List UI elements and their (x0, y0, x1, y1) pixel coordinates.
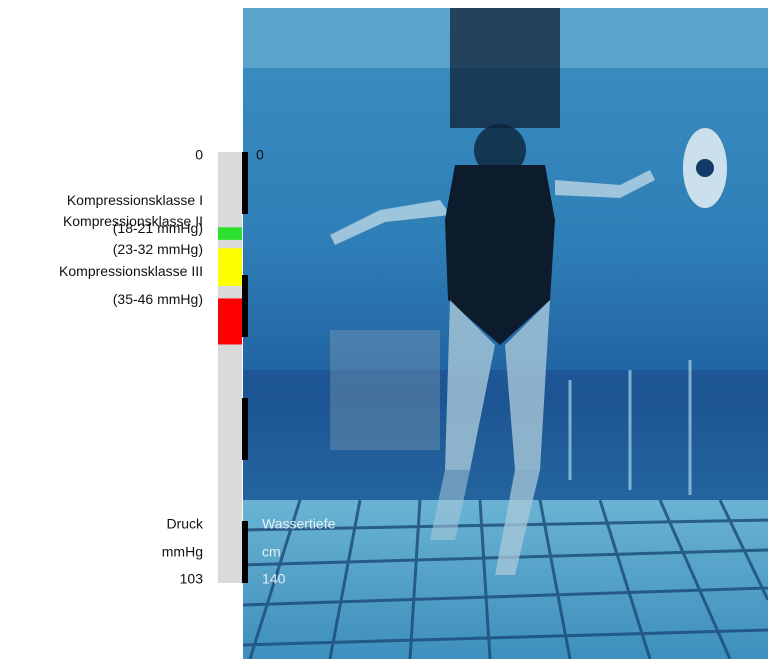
pressure-band (218, 248, 242, 286)
depth-title: Wassertiefe (262, 516, 336, 532)
pool-photo (243, 8, 768, 659)
pressure-bottom: 103 (180, 571, 204, 587)
class-range: (35-46 mmHg) (113, 291, 203, 307)
class-range: (23-32 mmHg) (113, 241, 203, 257)
infographic: 0 0 Druck mmHg 103 Wassertiefe cm 140 Ko… (0, 0, 768, 659)
pressure-band (218, 298, 242, 344)
pressure-band (218, 227, 242, 240)
depth-bottom: 140 (262, 571, 286, 587)
scale-bar (218, 152, 242, 583)
pressure-title: Druck (166, 516, 204, 532)
pressure-top: 0 (195, 147, 203, 163)
class-name: Kompressionsklasse II (63, 213, 203, 229)
class-name: Kompressionsklasse III (59, 263, 203, 279)
depth-top: 0 (256, 147, 264, 163)
depth-unit: cm (262, 544, 281, 560)
class-name: Kompressionsklasse I (67, 192, 203, 208)
pressure-unit: mmHg (162, 544, 203, 560)
